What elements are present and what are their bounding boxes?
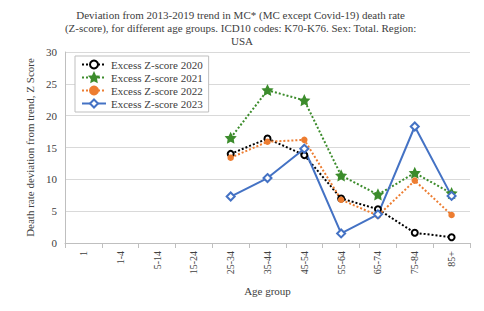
svg-text:Deviation from 2013-2019 trend: Deviation from 2013-2019 trend in MC* (M… [76,9,407,22]
svg-text:20: 20 [46,110,58,122]
svg-text:30: 30 [46,46,58,58]
svg-text:1-4: 1-4 [115,251,126,264]
svg-text:10: 10 [46,173,58,185]
svg-text:35-44: 35-44 [262,251,273,274]
svg-text:USA: USA [231,35,253,47]
svg-text:25-34: 25-34 [225,251,236,274]
svg-text:Excess Z-score 2022: Excess Z-score 2022 [111,85,203,97]
svg-text:15-24: 15-24 [188,251,199,274]
svg-text:5: 5 [52,205,58,217]
svg-text:1: 1 [78,251,89,256]
svg-text:(Z-score), for different age g: (Z-score), for different age groups. ICD… [65,22,419,35]
svg-text:Excess Z-score 2021: Excess Z-score 2021 [111,72,203,84]
svg-text:65-74: 65-74 [372,251,383,274]
svg-text:Age group: Age group [244,285,291,297]
svg-text:0: 0 [52,237,58,249]
svg-text:55-64: 55-64 [336,251,347,274]
svg-text:Excess Z-score 2023: Excess Z-score 2023 [111,98,203,110]
svg-text:25: 25 [46,78,58,90]
svg-text:75-84: 75-84 [409,251,420,274]
svg-text:Death rate deviation from tren: Death rate deviation from trend, Z Score [24,58,36,237]
svg-text:15: 15 [46,142,58,154]
svg-text:45-54: 45-54 [299,251,310,274]
svg-text:85+: 85+ [446,251,457,267]
svg-text:Excess Z-score 2020: Excess Z-score 2020 [111,59,203,71]
svg-text:5-14: 5-14 [152,251,163,269]
